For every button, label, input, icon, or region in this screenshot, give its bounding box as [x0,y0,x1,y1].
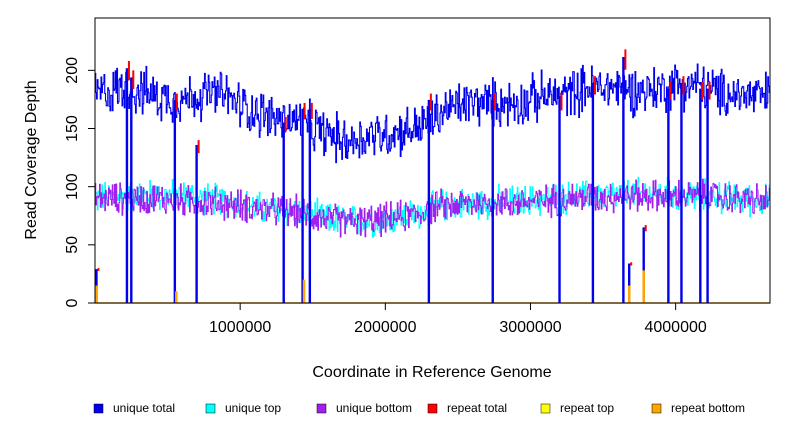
x-tick-label: 3000000 [499,319,561,336]
x-tick-label: 4000000 [644,319,706,336]
legend-swatch [540,403,551,414]
series-unique-bottom [95,178,771,238]
legend-swatch [316,403,327,414]
y-tick-label: 200 [64,57,81,84]
chart-marks [95,49,771,304]
legend-label: repeat total [447,401,507,415]
x-axis-label: Coordinate in Reference Genome [312,364,551,381]
series-unique-total [95,63,771,164]
plot-frame [94,17,771,304]
y-tick-label: 0 [64,298,81,307]
x-tick-label: 1000000 [209,319,271,336]
legend-swatch [93,403,104,414]
legend-label: unique top [225,401,281,415]
x-axis: 1000000 2000000 3000000 4000000 [209,303,707,336]
legend-label: repeat top [560,401,614,415]
legend-label: repeat bottom [671,401,745,415]
legend-swatch [427,403,438,414]
y-tick-label: 50 [64,236,81,254]
y-tick-label: 100 [64,173,81,200]
legend-swatch [205,403,216,414]
legend-label: unique total [113,401,175,415]
legend: unique total unique top unique bottom repea… [93,401,745,415]
legend-label: unique bottom [336,401,412,415]
legend-swatch [651,403,662,414]
y-tick-label: 150 [64,115,81,142]
x-tick-label: 2000000 [354,319,416,336]
y-axis-label: Read Coverage Depth [23,80,40,239]
y-axis: 0 50 100 150 200 [64,57,95,307]
